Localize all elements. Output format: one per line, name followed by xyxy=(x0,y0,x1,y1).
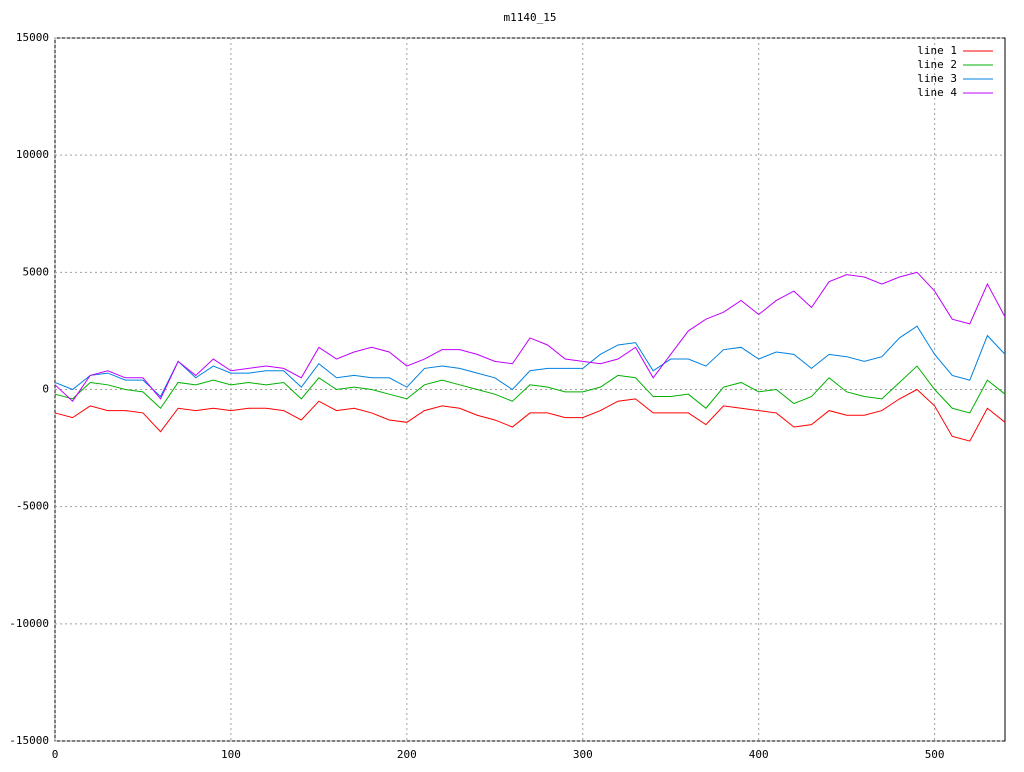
y-tick-label: -15000 xyxy=(9,734,49,747)
data-line xyxy=(54,365,1006,414)
y-tick-label: 10000 xyxy=(16,148,49,161)
x-tick-label: 0 xyxy=(52,748,59,761)
data-line xyxy=(54,271,1006,402)
y-tick-label: 5000 xyxy=(23,265,50,278)
y-tick-label: -5000 xyxy=(16,500,49,513)
legend-label: line 4 xyxy=(917,86,957,99)
y-tick-label: 15000 xyxy=(16,31,49,44)
legend-label: line 1 xyxy=(917,44,957,57)
y-tick-label: 0 xyxy=(42,383,49,396)
x-tick-label: 300 xyxy=(573,748,593,761)
y-tick-label: -10000 xyxy=(9,617,49,630)
chart-title: m1140_15 xyxy=(504,11,557,24)
x-tick-label: 200 xyxy=(397,748,417,761)
data-line xyxy=(54,325,1006,398)
legend-label: line 2 xyxy=(917,58,957,71)
data-line xyxy=(54,388,1006,442)
legend-label: line 3 xyxy=(917,72,957,85)
x-tick-label: 500 xyxy=(925,748,945,761)
x-tick-label: 100 xyxy=(221,748,241,761)
x-tick-label: 400 xyxy=(749,748,769,761)
